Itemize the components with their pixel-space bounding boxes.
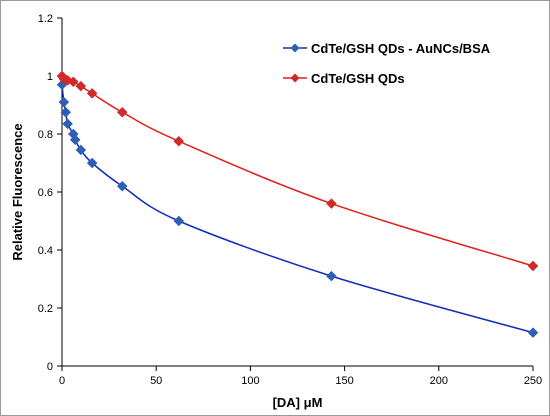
x-tick-label: 0 [59,375,65,387]
data-point [116,106,128,118]
data-point [173,215,185,227]
data-point [86,157,98,169]
x-tick-label: 150 [335,375,353,387]
data-point [326,198,337,209]
legend: CdTe/GSH QDs - AuNCs/BSA CdTe/GSH QDs [283,41,491,86]
y-axis-title: Relative Fluorescence [10,123,25,260]
y-tick-label: 1.2 [38,13,53,25]
y-tick-label: 1 [47,71,53,83]
series-layer [56,70,539,339]
x-tick-label: 200 [430,375,448,387]
data-point [69,134,81,146]
legend-label: CdTe/GSH QDs - AuNCs/BSA [311,41,491,56]
data-point [58,96,70,108]
y-tick-label: 0.2 [38,303,53,315]
data-point [173,135,185,147]
data-point [67,76,79,88]
y-tick-label: 0.8 [38,129,53,141]
legend-marker [290,43,300,53]
data-point [62,118,74,130]
data-point [527,260,539,272]
data-point [75,80,87,92]
data-point [527,327,539,339]
data-point [116,180,128,192]
data-point [86,88,98,99]
x-tick-label: 50 [150,375,162,387]
y-tick-label: 0.6 [38,187,53,199]
axes: 0 50 100 150 200 250 0 0.2 0.4 0.6 0.8 1 1.2 [38,13,542,387]
x-tick-label: 250 [524,375,542,387]
data-point [60,106,72,118]
legend-marker [290,73,300,83]
series-1 [56,70,539,272]
x-axis-title: [DA] μM [273,395,323,410]
y-tick-label: 0.4 [38,245,53,257]
legend-label: CdTe/GSH QDs [311,71,405,86]
legend-item: CdTe/GSH QDs [283,71,405,86]
data-point [326,270,337,282]
series-0 [56,79,539,339]
x-tick-label: 100 [241,375,259,387]
data-point [75,144,87,156]
y-tick-label: 0 [47,361,53,373]
legend-item: CdTe/GSH QDs - AuNCs/BSA [283,41,491,56]
